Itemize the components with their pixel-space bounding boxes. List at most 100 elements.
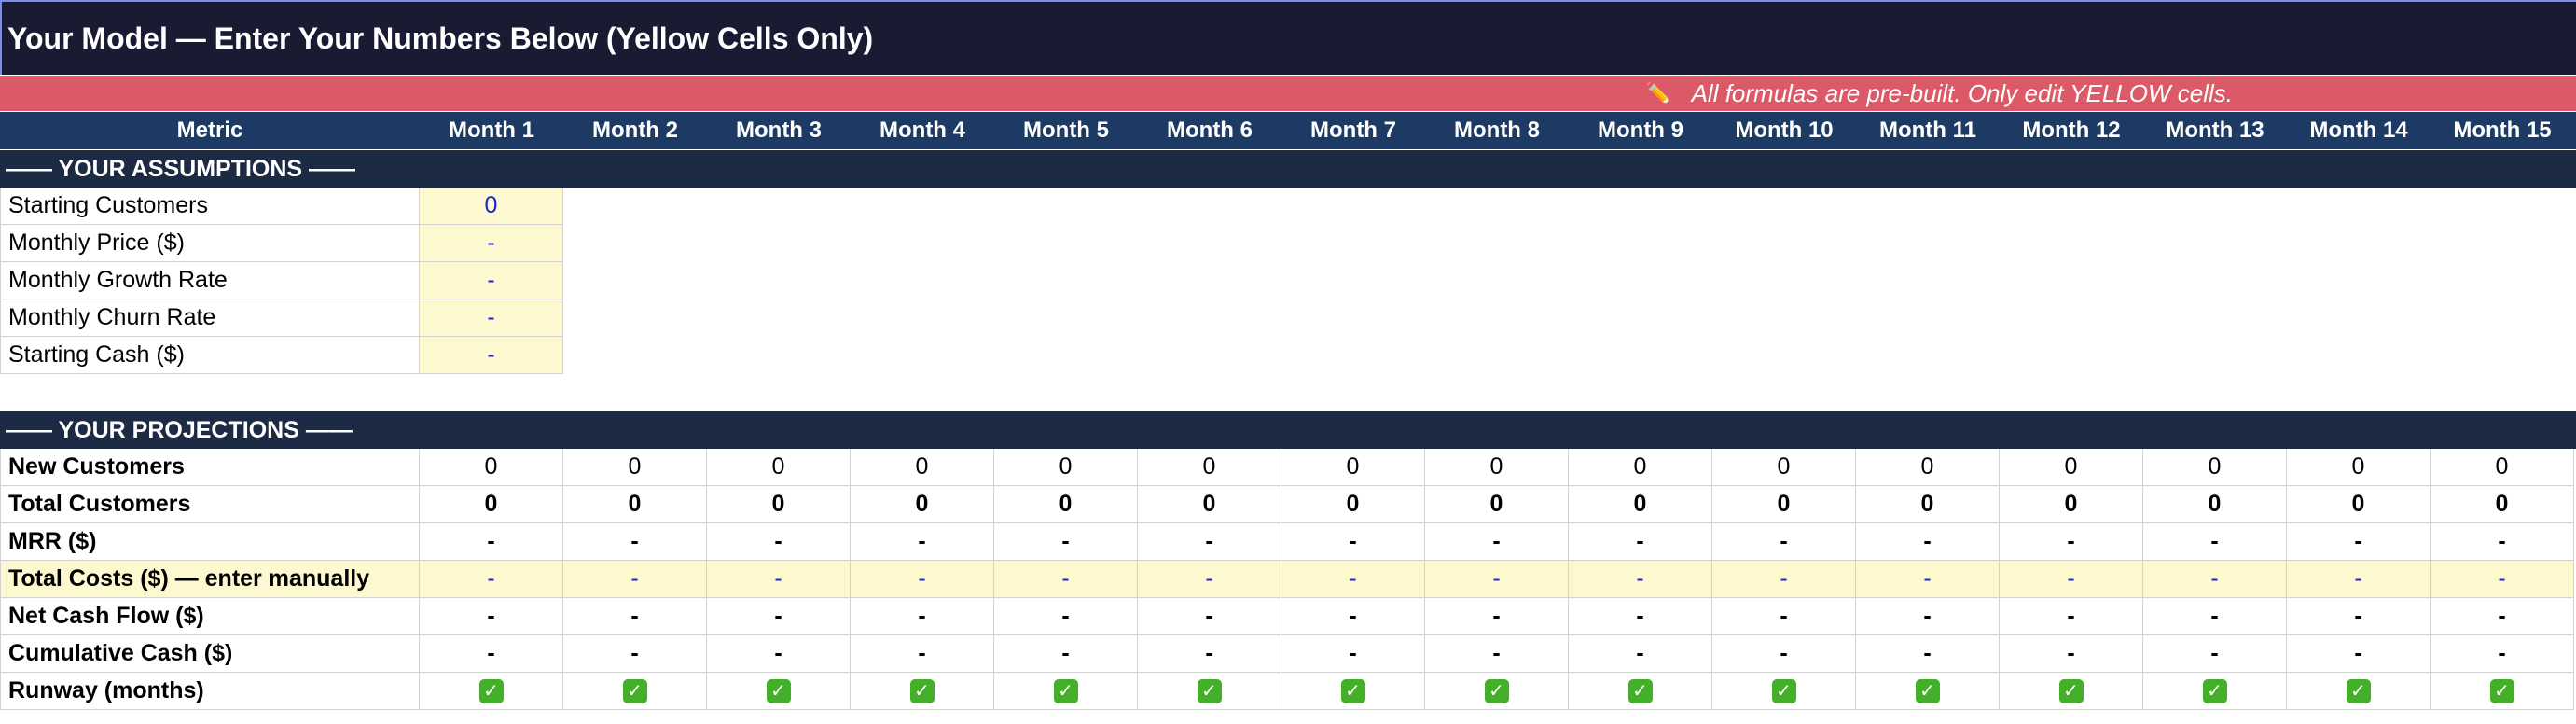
- assumption-label: Monthly Churn Rate: [0, 299, 420, 337]
- projection-cell[interactable]: -: [851, 561, 994, 598]
- projection-cell: 0: [2287, 449, 2431, 486]
- projection-cell: -: [1856, 523, 2000, 561]
- header-month-8: Month 8: [1454, 118, 1540, 143]
- check-mark-icon: ✓: [478, 678, 504, 703]
- projection-cell: 0: [2000, 486, 2143, 523]
- projection-cell: 0: [563, 486, 707, 523]
- assumption-input[interactable]: 0: [420, 188, 563, 225]
- projection-cell: -: [1856, 635, 2000, 673]
- projection-cell: -: [2287, 523, 2431, 561]
- projection-cell: ✓: [2000, 673, 2143, 710]
- projection-cell: 0: [851, 486, 994, 523]
- header-month-13: Month 13: [2166, 118, 2264, 143]
- check-mark-icon: ✓: [1915, 678, 1940, 703]
- projection-cell[interactable]: -: [420, 561, 563, 598]
- projection-cell[interactable]: -: [1281, 561, 1425, 598]
- check-mark-icon: ✓: [2489, 678, 2514, 703]
- projection-cell: -: [1281, 598, 1425, 635]
- projection-cell: -: [563, 523, 707, 561]
- projection-cell: 0: [2431, 449, 2574, 486]
- projection-cell: -: [2431, 635, 2574, 673]
- assumption-input[interactable]: -: [420, 337, 563, 374]
- projection-cell: 0: [1569, 449, 1712, 486]
- projection-cell: -: [2431, 598, 2574, 635]
- projection-cell[interactable]: -: [2143, 561, 2287, 598]
- projection-cell: -: [1425, 523, 1569, 561]
- assumption-input[interactable]: -: [420, 299, 563, 337]
- projection-cell: -: [563, 598, 707, 635]
- assumption-label: Starting Cash ($): [0, 337, 420, 374]
- assumption-input[interactable]: -: [420, 225, 563, 262]
- check-mark-icon: ✓: [1771, 678, 1796, 703]
- projection-cell: 0: [2287, 486, 2431, 523]
- projection-cell: -: [420, 598, 563, 635]
- projection-cell: 0: [1425, 486, 1569, 523]
- projection-cell: -: [2431, 523, 2574, 561]
- projection-cell: 0: [2143, 486, 2287, 523]
- projection-cell: -: [707, 523, 851, 561]
- projection-cell[interactable]: -: [1712, 561, 1856, 598]
- assumption-label: Monthly Price ($): [0, 225, 420, 262]
- header-month-5: Month 5: [1023, 118, 1109, 143]
- projection-cell[interactable]: -: [1138, 561, 1281, 598]
- projection-cell: 0: [707, 449, 851, 486]
- projection-cell: 0: [1138, 486, 1281, 523]
- projection-cell: -: [707, 635, 851, 673]
- projection-cell: -: [1856, 598, 2000, 635]
- projection-cell: ✓: [1712, 673, 1856, 710]
- projection-cell: 0: [851, 449, 994, 486]
- projection-cell: ✓: [1281, 673, 1425, 710]
- check-mark-icon: ✓: [1340, 678, 1365, 703]
- projection-cell[interactable]: -: [707, 561, 851, 598]
- sheet-title-text: Your Model — Enter Your Numbers Below (Y…: [7, 21, 874, 55]
- projection-cell: 0: [1138, 449, 1281, 486]
- header-month-3: Month 3: [736, 118, 822, 143]
- header-month-6: Month 6: [1167, 118, 1253, 143]
- projection-cell: 0: [2143, 449, 2287, 486]
- projection-cell: -: [2143, 598, 2287, 635]
- projection-cell: ✓: [2431, 673, 2574, 710]
- projection-label: Total Customers: [0, 486, 420, 523]
- projection-cell: -: [1712, 523, 1856, 561]
- column-header-row: Metric Month 1 Month 2 Month 3 Month 4 Month …: [0, 112, 2576, 149]
- header-month-14: Month 14: [2309, 118, 2408, 143]
- check-mark-icon: ✓: [2202, 678, 2227, 703]
- projection-cell: -: [2143, 523, 2287, 561]
- projection-cell: -: [563, 635, 707, 673]
- projection-cell[interactable]: -: [1856, 561, 2000, 598]
- projection-cell: 0: [420, 449, 563, 486]
- projection-cell: ✓: [420, 673, 563, 710]
- projection-cell: -: [851, 635, 994, 673]
- projection-cell[interactable]: -: [563, 561, 707, 598]
- projection-cell[interactable]: -: [1425, 561, 1569, 598]
- projection-cell: 0: [563, 449, 707, 486]
- projection-cell[interactable]: -: [2000, 561, 2143, 598]
- projection-cell[interactable]: -: [994, 561, 1138, 598]
- projection-cell: -: [1138, 523, 1281, 561]
- pencil-icon: ✏️: [1645, 81, 1671, 104]
- formula-note-text: All formulas are pre-built. Only edit YE…: [1691, 78, 2233, 107]
- projection-cell: 0: [2431, 486, 2574, 523]
- projection-cell: -: [707, 598, 851, 635]
- assumption-input[interactable]: -: [420, 262, 563, 299]
- projection-cell: -: [1569, 635, 1712, 673]
- projection-label: Net Cash Flow ($): [0, 598, 420, 635]
- projection-cell: -: [2287, 635, 2431, 673]
- projection-cell[interactable]: -: [2431, 561, 2574, 598]
- projection-cell: -: [1281, 635, 1425, 673]
- projection-cell: -: [420, 523, 563, 561]
- projection-cell[interactable]: -: [2287, 561, 2431, 598]
- projection-cell: 0: [420, 486, 563, 523]
- projection-cell: -: [2000, 523, 2143, 561]
- projection-cell: 0: [707, 486, 851, 523]
- projection-cell: 0: [1425, 449, 1569, 486]
- check-mark-icon: ✓: [766, 678, 791, 703]
- projection-cell: ✓: [2287, 673, 2431, 710]
- projection-label: Total Costs ($) — enter manually: [0, 561, 420, 598]
- check-mark-icon: ✓: [2058, 678, 2084, 703]
- check-mark-icon: ✓: [1197, 678, 1222, 703]
- projection-cell[interactable]: -: [1569, 561, 1712, 598]
- projection-cell: -: [1712, 635, 1856, 673]
- projection-cell: 0: [994, 449, 1138, 486]
- projection-cell: ✓: [1569, 673, 1712, 710]
